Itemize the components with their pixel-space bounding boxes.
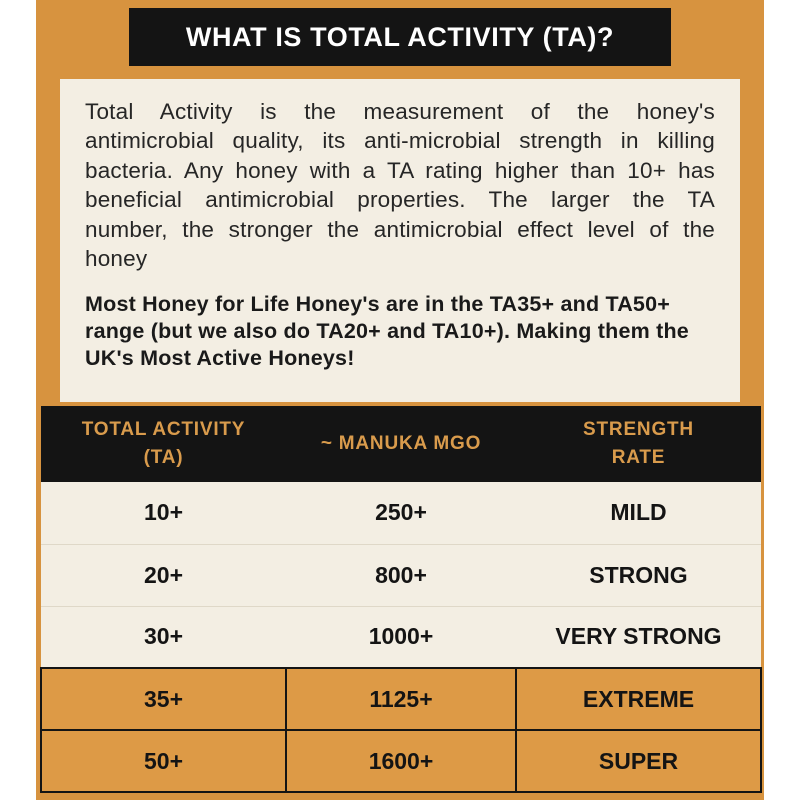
table-row: 20+ 800+ STRONG — [41, 544, 761, 607]
cell-ta: 10+ — [41, 482, 286, 545]
header-strength-rate: STRENGTH RATE — [516, 406, 761, 482]
cell-strength: STRONG — [516, 544, 761, 607]
cell-mgo: 1125+ — [285, 667, 517, 731]
cell-strength: MILD — [516, 482, 761, 545]
cell-ta: 20+ — [41, 544, 286, 607]
ta-table: TOTAL ACTIVITY (TA) ~ MANUKA MGO STRENGT… — [40, 406, 762, 793]
table-header-row: TOTAL ACTIVITY (TA) ~ MANUKA MGO STRENGT… — [41, 406, 761, 482]
cell-mgo: 800+ — [286, 544, 516, 607]
table-row: 35+ 1125+ EXTREME — [40, 667, 762, 731]
cell-strength: SUPER — [515, 729, 762, 793]
cell-strength: EXTREME — [515, 667, 762, 731]
cell-mgo: 250+ — [286, 482, 516, 545]
table-row: 50+ 1600+ SUPER — [40, 729, 762, 793]
cell-mgo: 1000+ — [286, 606, 516, 669]
title-bar: WHAT IS TOTAL ACTIVITY (TA)? — [129, 8, 671, 66]
cell-mgo: 1600+ — [285, 729, 517, 793]
intro-paragraph: Total Activity is the measurement of the… — [85, 99, 715, 272]
ta-table-body: 10+ 250+ MILD 20+ 800+ STRONG 30+ 1000+ VERY STR… — [40, 482, 762, 793]
intro-panel: Total Activity is the measurement of the… — [60, 79, 740, 402]
cell-strength: VERY STRONG — [516, 606, 761, 669]
table-row: 10+ 250+ MILD — [41, 482, 761, 545]
cell-ta: 50+ — [40, 729, 287, 793]
header-manuka-mgo: ~ MANUKA MGO — [286, 406, 516, 482]
table-row: 30+ 1000+ VERY STRONG — [41, 606, 761, 669]
cell-ta: 35+ — [40, 667, 287, 731]
page-title: WHAT IS TOTAL ACTIVITY (TA)? — [185, 21, 615, 52]
cell-ta: 30+ — [41, 606, 286, 669]
header-total-activity: TOTAL ACTIVITY (TA) — [41, 406, 286, 482]
highlight-paragraph: Most Honey for Life Honey's are in the T… — [85, 291, 689, 370]
ta-table-head: TOTAL ACTIVITY (TA) ~ MANUKA MGO STRENGT… — [41, 406, 761, 482]
